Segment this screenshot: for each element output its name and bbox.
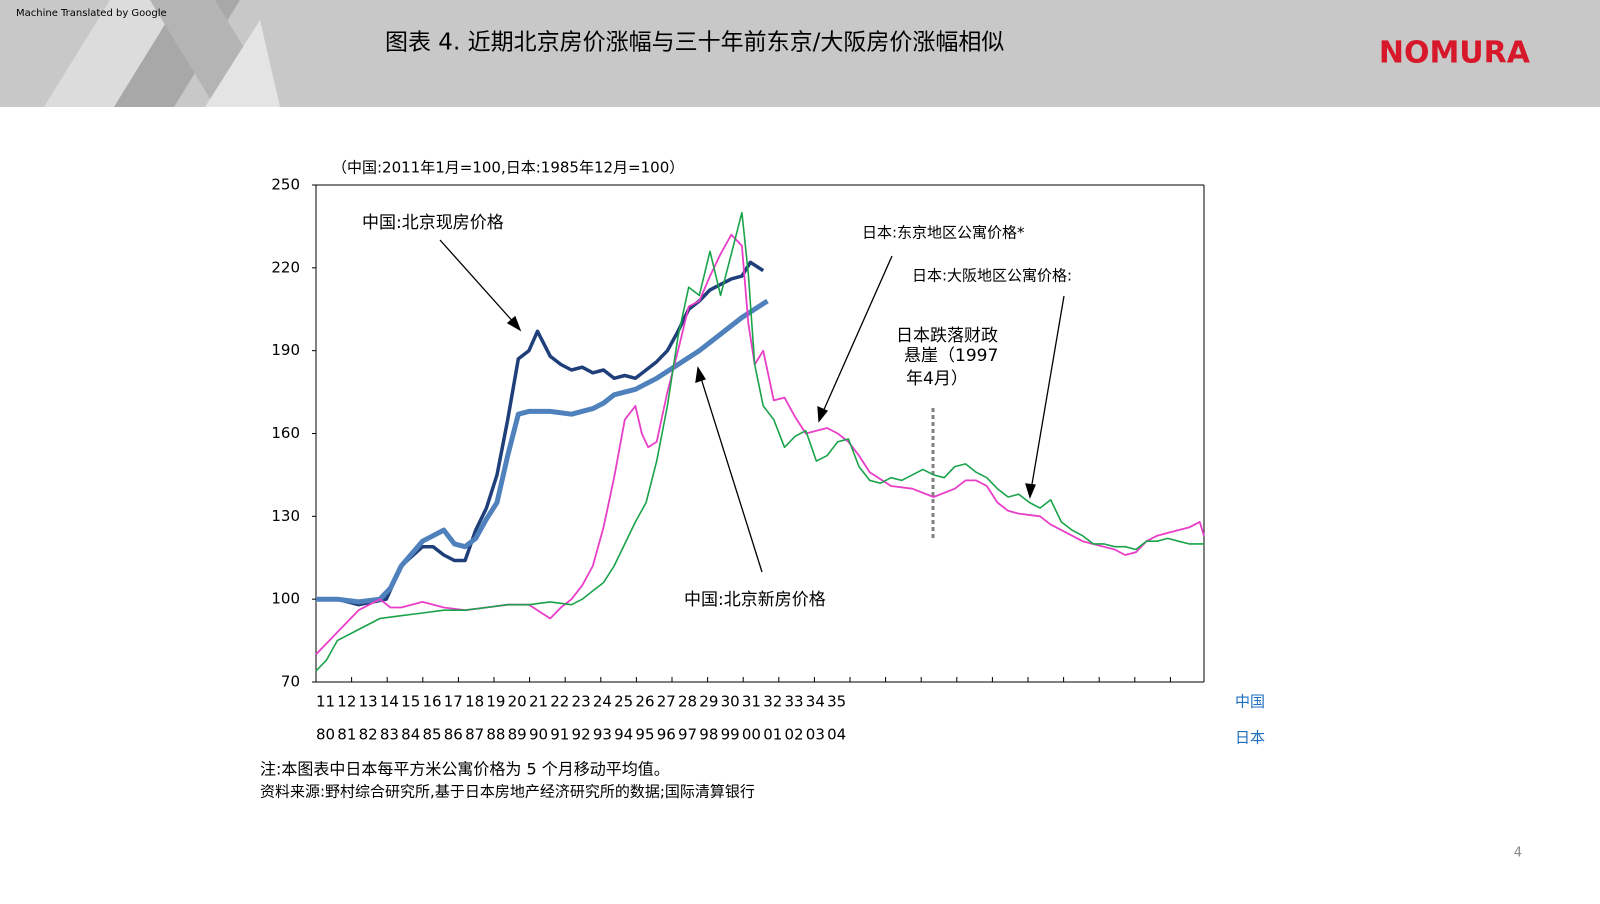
arrow-head <box>817 405 829 423</box>
x-tick-label: 26 <box>635 693 654 711</box>
x-tick-label: 21 <box>529 693 548 711</box>
x-tick-label: 19 <box>486 693 505 711</box>
y-tick-label: 250 <box>271 176 300 194</box>
arrow <box>1030 295 1065 491</box>
x-tick-label: 18 <box>465 693 484 711</box>
x-tick-label: 14 <box>380 693 399 711</box>
annotation: 日本:东京地区公寓价格* <box>862 224 1025 242</box>
x-tick-label: 34 <box>806 693 825 711</box>
x-tick-label: 89 <box>508 726 527 744</box>
annotation: 日本跌落财政 <box>896 326 998 346</box>
x-tick-label: 28 <box>678 693 697 711</box>
x-tick-label: 22 <box>550 693 569 711</box>
x-tick-label: 15 <box>401 693 420 711</box>
x-tick-label: 87 <box>465 726 484 744</box>
y-tick-label: 220 <box>271 258 300 276</box>
x-tick-label: 92 <box>572 726 591 744</box>
x-tick-label: 96 <box>657 726 676 744</box>
x-tick-label: 11 <box>316 693 335 711</box>
x-tick-label: 81 <box>337 726 356 744</box>
x-tick-label: 86 <box>444 726 463 744</box>
series-line <box>315 233 1205 656</box>
x-tick-label: 16 <box>422 693 441 711</box>
x-tick-label: 01 <box>763 726 782 744</box>
slide-title: 图表 4. 近期北京房价涨幅与三十年前东京/大阪房价涨幅相似 <box>385 30 1004 56</box>
x-tick-label: 84 <box>401 726 420 744</box>
annotation: 中国:北京新房价格 <box>684 590 826 610</box>
x-tick-label: 98 <box>699 726 718 744</box>
arrow-head <box>695 366 706 383</box>
annotations: 中国:北京现房价格 中国:北京新房价格 日本:东京地区公寓价格* 日本:大阪地区… <box>362 213 1072 610</box>
arrow-head <box>506 315 522 332</box>
series-line <box>316 260 765 607</box>
y-tick-label: 190 <box>271 341 300 359</box>
x-tick-label: 03 <box>806 726 825 744</box>
x-row-label: 中国 <box>1235 693 1265 711</box>
note: 资料来源:野村综合研究所,基于日本房地产经济研究所的数据;国际清算银行 <box>260 783 755 801</box>
y-tick-label: 70 <box>281 673 300 691</box>
x-tick-label: 20 <box>508 693 527 711</box>
series-line <box>315 211 1204 672</box>
series-line <box>316 298 769 605</box>
x-tick-label: 93 <box>593 726 612 744</box>
x-tick-label: 91 <box>550 726 569 744</box>
arrow-head <box>1025 483 1036 499</box>
page-number: 4 <box>1514 846 1522 861</box>
x-tick-label: 30 <box>721 693 740 711</box>
annotation: 日本:大阪地区公寓价格: <box>912 267 1072 285</box>
note: 注:本图表中日本每平方米公寓价格为 5 个月移动平均值。 <box>260 760 670 779</box>
unit-note: （中国:2011年1月=100,日本:1985年12月=100） <box>332 159 684 177</box>
x-tick-label: 82 <box>359 726 378 744</box>
x-tick-label: 12 <box>337 693 356 711</box>
x-tick-label: 23 <box>572 693 591 711</box>
y-tick-label: 100 <box>271 590 300 608</box>
watermark: Machine Translated by Google <box>16 8 167 19</box>
x-tick-label: 94 <box>614 726 633 744</box>
x-tick-label: 24 <box>593 693 612 711</box>
x-tick-label: 33 <box>784 693 803 711</box>
annotation: 中国:北京现房价格 <box>362 213 504 233</box>
y-tick-label: 130 <box>271 507 300 525</box>
x-tick-label: 04 <box>827 726 846 744</box>
x-tick-label: 85 <box>422 726 441 744</box>
y-tick-label: 160 <box>271 424 300 442</box>
x-tick-label: 13 <box>359 693 378 711</box>
x-tick-label: 02 <box>784 726 803 744</box>
x-tick-label: 99 <box>721 726 740 744</box>
x-tick-label: 00 <box>742 726 761 744</box>
header-shape <box>205 20 280 107</box>
x-tick-label: 80 <box>316 726 335 744</box>
x-tick-label: 97 <box>678 726 697 744</box>
x-tick-label: 31 <box>742 693 761 711</box>
x-tick-label: 35 <box>827 693 846 711</box>
x-tick-label: 32 <box>763 693 782 711</box>
x-row-label: 日本 <box>1235 729 1265 747</box>
logo: NOMURA <box>1379 36 1531 71</box>
arrow <box>439 239 517 326</box>
x-tick-label: 88 <box>486 726 505 744</box>
x-tick-label: 27 <box>657 693 676 711</box>
arrow <box>699 374 763 573</box>
annotation: 年4月） <box>906 369 968 389</box>
x-tick-label: 29 <box>699 693 718 711</box>
x-tick-label: 83 <box>380 726 399 744</box>
annotation: 悬崖（1997 <box>904 346 998 366</box>
arrow <box>821 255 893 415</box>
x-tick-label: 95 <box>635 726 654 744</box>
x-tick-label: 17 <box>444 693 463 711</box>
x-tick-label: 90 <box>529 726 548 744</box>
header-shape <box>44 0 180 107</box>
x-tick-label: 25 <box>614 693 633 711</box>
